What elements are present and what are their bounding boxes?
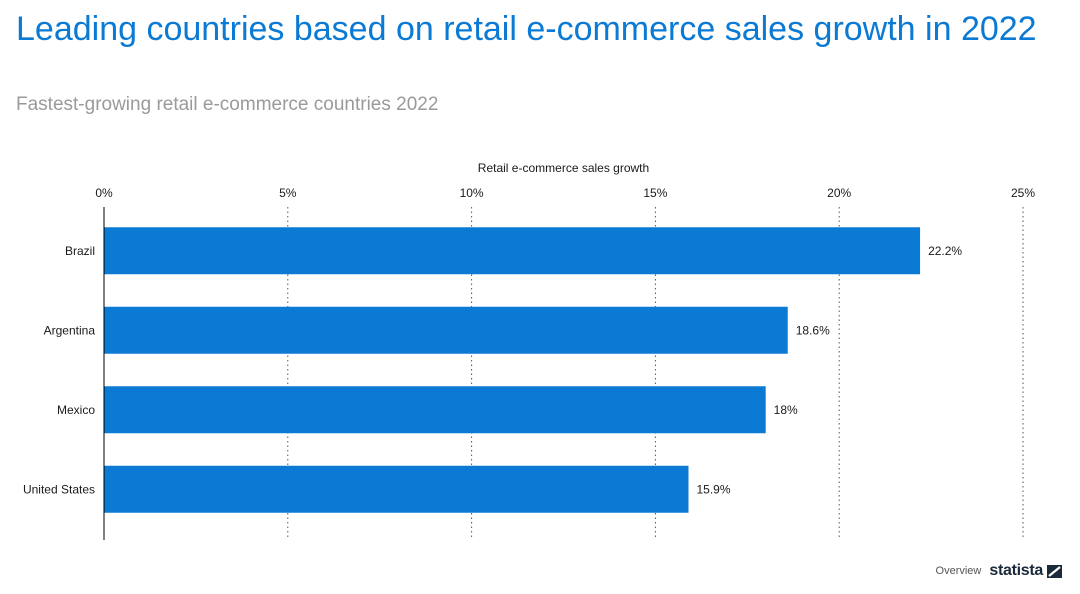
- overview-link[interactable]: Overview: [935, 565, 982, 577]
- bar: [104, 227, 921, 275]
- bar-value-label: 18%: [774, 403, 798, 417]
- bar-value-label: 18.6%: [796, 323, 830, 337]
- y-category-label: United States: [23, 482, 95, 496]
- x-tick-label: 25%: [1011, 186, 1035, 200]
- brand-label: statista: [989, 562, 1043, 579]
- y-category-label: Mexico: [57, 403, 95, 417]
- chart-title: Leading countries based on retail e-comm…: [16, 10, 1037, 48]
- x-tick-label: 5%: [279, 186, 297, 200]
- bar-value-label: 15.9%: [696, 482, 730, 496]
- x-tick-label: 20%: [827, 186, 851, 200]
- x-tick-label: 15%: [643, 186, 667, 200]
- y-category-label: Argentina: [44, 323, 96, 337]
- footer: Overview statista: [936, 562, 1062, 580]
- statista-logo-icon: [1047, 564, 1062, 578]
- bar: [104, 386, 766, 434]
- x-tick-label: 0%: [95, 186, 113, 200]
- chart-subtitle: Fastest-growing retail e-commerce countr…: [16, 94, 439, 115]
- x-axis-title: Retail e-commerce sales growth: [478, 161, 649, 175]
- x-tick-label: 10%: [460, 186, 484, 200]
- bar: [104, 465, 689, 513]
- brand-logo: statista: [989, 562, 1062, 580]
- bar-value-label: 22.2%: [928, 244, 962, 258]
- bar: [104, 306, 788, 354]
- y-category-label: Brazil: [65, 244, 95, 258]
